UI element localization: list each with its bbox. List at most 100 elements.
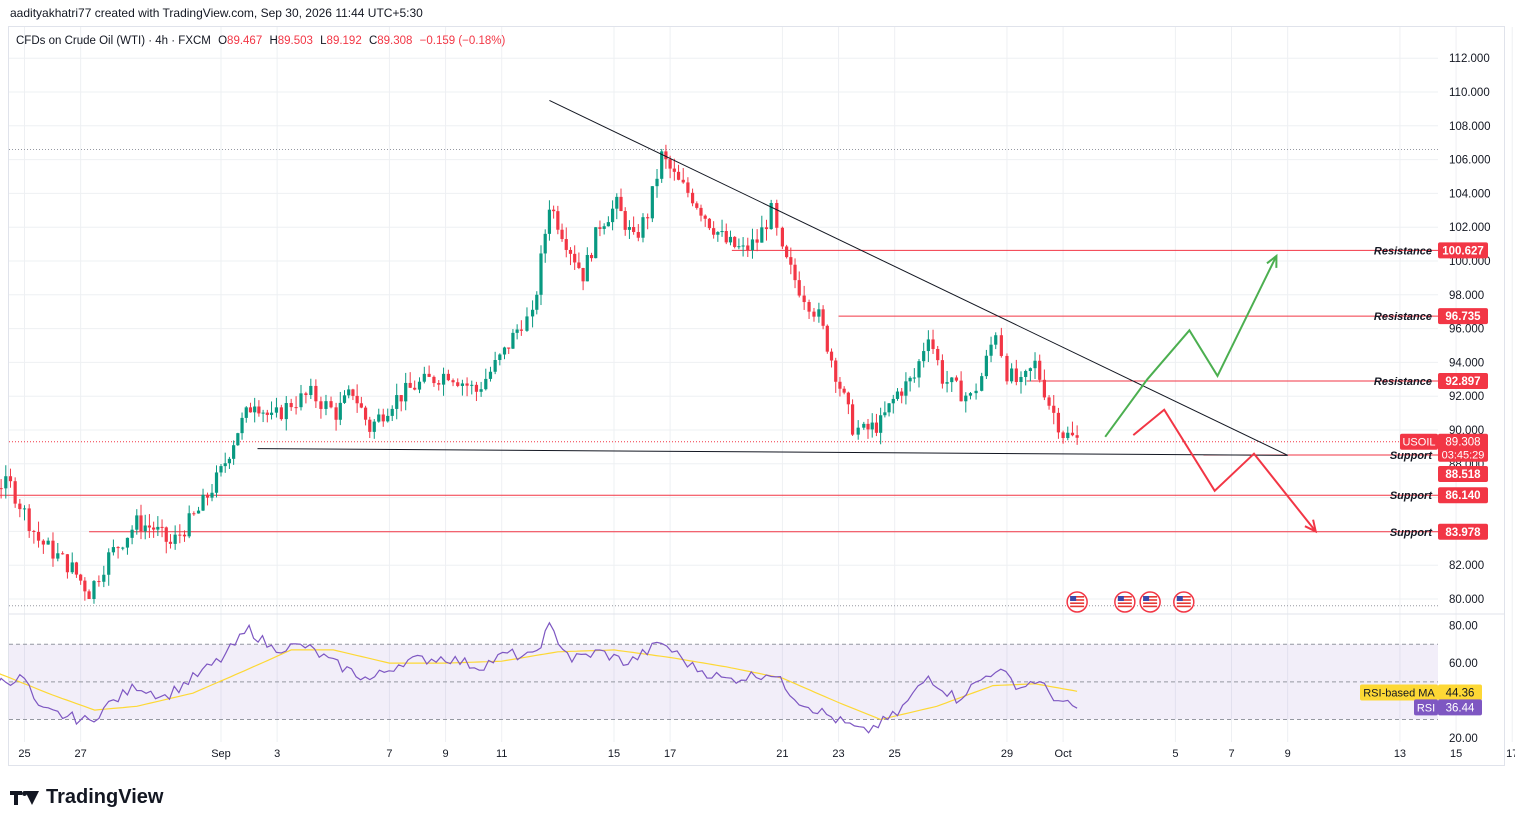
- candle-body: [334, 407, 338, 420]
- candle-body: [989, 344, 993, 356]
- candle-body: [974, 390, 978, 394]
- rsi-name: RSI: [1417, 702, 1435, 714]
- candle-body: [619, 196, 623, 212]
- us-flag-event-icon[interactable]: [1066, 591, 1088, 613]
- chart-frame: [8, 26, 1505, 766]
- close-label: C: [368, 35, 378, 47]
- us-flag-event-icon[interactable]: [1139, 591, 1161, 613]
- candle-body: [395, 395, 399, 409]
- candle-body: [573, 253, 577, 263]
- tradingview-brand[interactable]: TradingView: [10, 786, 163, 809]
- candle-body: [347, 389, 351, 396]
- candle-body: [655, 178, 659, 187]
- candle-body: [895, 391, 900, 399]
- candle-body: [182, 534, 187, 537]
- candle-body: [716, 232, 720, 235]
- candle-body: [660, 151, 664, 179]
- level-label: Resistance: [1374, 245, 1432, 257]
- candle-body: [556, 211, 560, 230]
- candle-body: [535, 294, 539, 310]
- candle-body: [1052, 405, 1056, 413]
- level-label: Support: [1390, 490, 1433, 502]
- candle-body: [741, 245, 745, 247]
- candle-body: [842, 388, 846, 393]
- candle-body: [577, 262, 581, 268]
- economic-events[interactable]: [1066, 591, 1195, 613]
- candle-body: [775, 202, 779, 228]
- brand-name: TradingView: [46, 786, 164, 808]
- candle-body: [465, 383, 469, 386]
- price-tick-label: 82.000: [1449, 560, 1484, 572]
- candle-body: [27, 508, 31, 531]
- triangle-base-line: [257, 448, 1288, 456]
- candle-body: [102, 574, 106, 582]
- level-badge-value: 96.735: [1445, 311, 1481, 323]
- grid-lines: [9, 27, 1513, 742]
- candle-body: [427, 373, 431, 377]
- candle-body: [51, 540, 55, 559]
- candle-body: [594, 227, 598, 259]
- candle-body: [807, 302, 811, 312]
- us-flag-event-icon[interactable]: [1173, 591, 1195, 613]
- candle-body: [265, 412, 269, 415]
- candle-body: [681, 179, 685, 183]
- candle-body: [314, 385, 318, 402]
- candle-body: [474, 384, 479, 392]
- time-axis: 212527Sep37911151721232529Oct57913151719…: [18, 748, 1515, 760]
- candle-body: [699, 207, 703, 216]
- candle-body: [493, 360, 497, 372]
- candle-body: [269, 412, 274, 415]
- candle-body: [1075, 435, 1079, 438]
- candle-body: [470, 384, 474, 386]
- bearish-projection-arrow-head: [1304, 519, 1318, 534]
- bullish-projection-arrow: [1104, 255, 1278, 438]
- candle-body: [802, 295, 806, 303]
- candle-body: [61, 553, 65, 555]
- candle-body: [917, 361, 921, 378]
- candle-body: [589, 254, 594, 259]
- candle-body: [908, 377, 912, 382]
- candle-body: [664, 151, 668, 160]
- rsi-ma-value: 44.36: [1446, 687, 1475, 699]
- time-tick-label: 15: [608, 748, 620, 760]
- time-tick-label: 9: [1285, 748, 1291, 760]
- support-resistance-levels: Resistance Resistance Resistance Support Sup…: [0, 245, 1438, 539]
- us-flag-event-icon[interactable]: [1114, 591, 1136, 613]
- candle-body: [606, 222, 610, 227]
- rsi-name-badge: [1414, 699, 1438, 716]
- candle-body: [1056, 412, 1061, 433]
- candle-body: [279, 407, 283, 420]
- candle-body: [703, 215, 707, 219]
- high-label: H: [269, 35, 278, 47]
- candle-body: [789, 257, 793, 265]
- candle-body: [862, 423, 866, 428]
- candle-body: [610, 208, 615, 223]
- candle-body: [646, 217, 650, 219]
- candle-body: [46, 540, 50, 545]
- candle-body: [695, 203, 699, 208]
- candle-body: [507, 347, 511, 349]
- candle-body: [22, 508, 27, 510]
- candle-body: [931, 339, 935, 349]
- candle-body: [821, 309, 825, 326]
- time-tick-label: 3: [274, 748, 280, 760]
- price-tick-label: 80.000: [1449, 594, 1484, 606]
- candle-body: [690, 192, 695, 204]
- rsi-value: 36.44: [1446, 702, 1475, 714]
- time-tick-label: 13: [1394, 748, 1406, 760]
- candle-body: [460, 383, 465, 386]
- candle-body: [74, 562, 79, 575]
- candle-body: [922, 351, 926, 362]
- candle-body: [408, 382, 412, 388]
- candle-body: [950, 377, 954, 383]
- candle-body: [156, 526, 160, 530]
- candle-body: [883, 412, 887, 416]
- candle-body: [219, 466, 223, 473]
- price-tick-label: 106.000: [1449, 155, 1491, 167]
- candle-body: [746, 245, 750, 251]
- level-badge: [1438, 466, 1488, 483]
- candle-body: [959, 380, 963, 402]
- candle-body: [838, 381, 842, 389]
- candle-body: [812, 311, 816, 317]
